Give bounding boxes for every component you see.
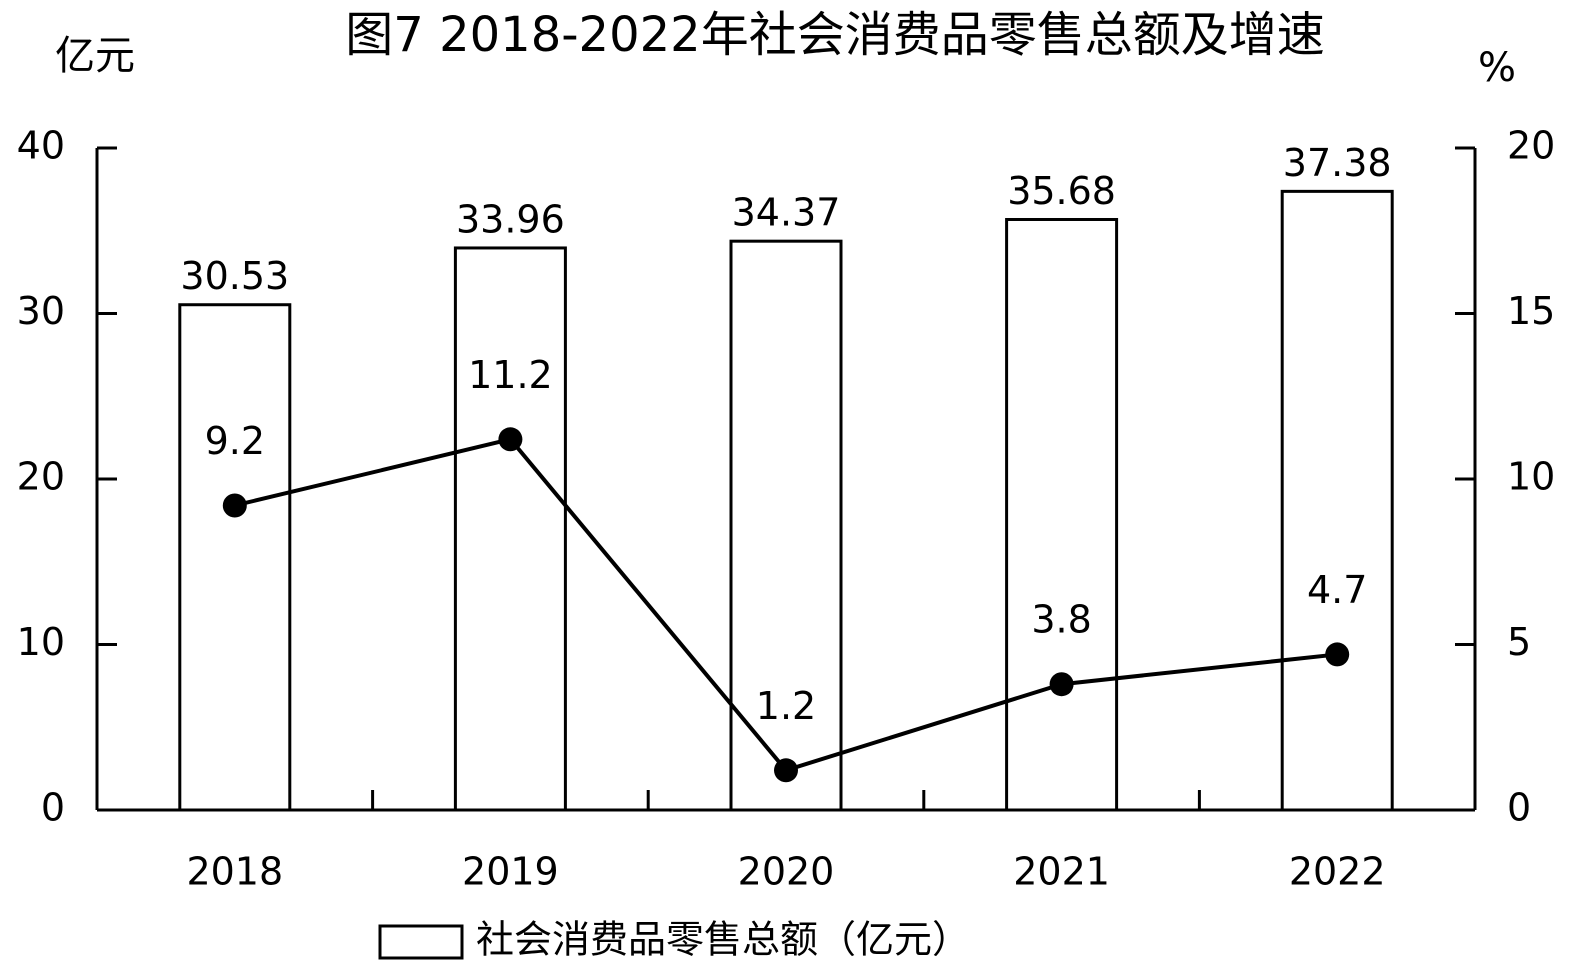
line-value-label: 3.8 (1031, 598, 1091, 642)
line-marker (1325, 642, 1350, 667)
bar-value-label: 35.68 (1007, 169, 1116, 213)
y-tick-label: 0 (41, 786, 65, 830)
legend-swatch (378, 924, 464, 960)
line-value-label: 4.7 (1307, 568, 1367, 612)
x-tick-label: 2022 (1289, 850, 1386, 894)
bar-value-label: 33.96 (456, 197, 565, 241)
legend-label: 社会消费品零售总额（亿元） (476, 918, 970, 962)
bar (1280, 189, 1394, 812)
line-value-label: 11.2 (468, 353, 553, 397)
bar (178, 303, 292, 812)
line-marker (1049, 672, 1074, 697)
bar (453, 246, 567, 812)
bar-value-label: 34.37 (732, 191, 841, 235)
line-marker (498, 427, 523, 452)
bar (729, 239, 843, 812)
y-tick-label: 30 (17, 289, 65, 333)
line-value-label: 1.2 (756, 684, 816, 728)
line-marker (774, 758, 798, 783)
y-tick-label: 20 (17, 455, 65, 499)
bar-value-label: 37.38 (1283, 141, 1392, 185)
y2-tick-label: 0 (1507, 786, 1531, 830)
x-tick-label: 2021 (1013, 850, 1110, 894)
line-value-label: 9.2 (205, 419, 265, 463)
y2-tick-label: 5 (1507, 620, 1531, 664)
y-tick-label: 10 (17, 620, 65, 664)
x-tick-label: 2018 (186, 850, 283, 894)
y-axis-title: 亿元 (55, 33, 135, 79)
bar (1005, 217, 1119, 812)
y2-axis-title: % (1478, 45, 1516, 91)
x-tick-label: 2020 (738, 850, 835, 894)
y2-tick-label: 20 (1507, 124, 1555, 168)
chart-title: 图7 2018-2022年社会消费品零售总额及增速 (345, 7, 1324, 63)
y2-tick-label: 15 (1507, 289, 1555, 333)
line-marker (222, 493, 247, 518)
bar-value-label: 30.53 (180, 254, 289, 298)
y2-tick-label: 10 (1507, 455, 1555, 499)
x-tick-label: 2019 (462, 850, 559, 894)
y-tick-label: 40 (17, 124, 65, 168)
